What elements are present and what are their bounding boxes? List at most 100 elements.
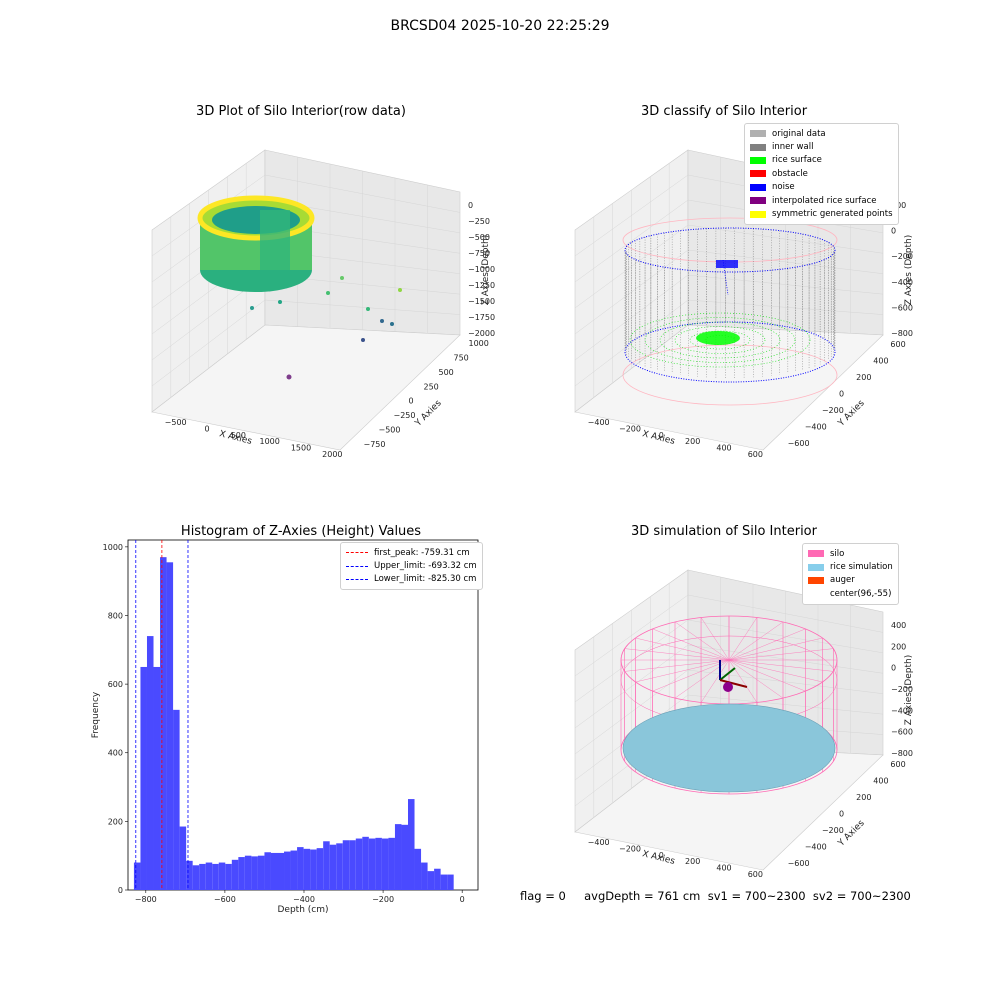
x-tick-label: −200: [372, 895, 394, 904]
x-tick-label: −800: [135, 895, 157, 904]
z-tick-label: −400: [891, 278, 913, 287]
z-tick-label: 0: [891, 664, 896, 673]
legend-label: rice simulation: [830, 562, 893, 573]
y-tick-label: 600: [108, 680, 123, 689]
legend-item: symmetric generated points: [750, 207, 893, 220]
histogram-bar: [362, 836, 369, 890]
x-tick-label: −200: [619, 845, 641, 854]
z-tick-label: 0: [468, 201, 473, 210]
classify-3d-plot: −400−20002004006006004002000−200−400−600…: [574, 149, 914, 459]
y-tick-label: 500: [439, 368, 454, 377]
z-tick-label: −200: [891, 685, 913, 694]
legend-swatch: [750, 183, 766, 191]
histogram-bar: [212, 863, 219, 890]
histogram-bar: [238, 857, 245, 890]
z-axis-label: Z Axies (Depth): [904, 235, 914, 306]
legend-label: center(96,-55): [830, 588, 892, 599]
z-axis-label: Z Axies (Depth): [904, 655, 914, 726]
histogram-bar: [244, 855, 252, 890]
histogram-bar: [290, 850, 298, 890]
legend-line: [346, 578, 368, 580]
legend-swatch: [808, 590, 824, 597]
legend-line: [346, 552, 368, 554]
histogram-bar: [186, 860, 193, 890]
z-tick-label: −250: [468, 217, 490, 226]
histogram-bar: [375, 837, 382, 890]
y-tick-label: −400: [805, 842, 827, 851]
simulation-legend: silo rice simulation auger center(96,-55…: [802, 543, 899, 605]
legend-swatch: [750, 143, 766, 151]
x-tick-label: 600: [748, 870, 763, 879]
status-footer: flag = 0 avgDepth = 761 cm sv1 = 700~230…: [520, 889, 911, 903]
figure-title: BRCSD04 2025-10-20 22:25:29: [390, 18, 610, 34]
histogram-bar: [323, 841, 330, 890]
histogram-bar: [140, 666, 147, 890]
z-tick-label: −1750: [468, 313, 495, 322]
classify-legend: original data inner wall rice surface ob…: [744, 123, 899, 225]
histogram-bar: [310, 849, 317, 890]
x-tick-label: 200: [685, 857, 700, 866]
x-tick-label: −400: [588, 838, 610, 847]
legend-label: obstacle: [772, 168, 808, 179]
y-tick-label: 0: [409, 397, 414, 406]
histogram-bar: [336, 843, 343, 890]
classify-plot-title: 3D classify of Silo Interior: [640, 104, 808, 119]
z-tick-label: 0: [891, 227, 896, 236]
y-tick-label: 1000: [469, 339, 489, 348]
histogram-bar: [342, 840, 350, 890]
raw-plot-title: 3D Plot of Silo Interior(row data): [196, 104, 406, 119]
y-tick-label: 600: [890, 760, 905, 769]
legend-item: interpolated rice surface: [750, 194, 893, 207]
y-tick-label: 200: [108, 817, 123, 826]
histogram-bar: [388, 837, 395, 890]
legend-line: [346, 565, 368, 567]
x-tick-label: −200: [619, 425, 641, 434]
y-tick-label: −600: [788, 859, 810, 868]
histogram-bar: [251, 856, 258, 890]
y-tick-label: −750: [364, 440, 386, 449]
legend-swatch: [808, 563, 824, 571]
legend-swatch: [808, 550, 824, 558]
histogram-bar: [231, 859, 239, 890]
legend-item: Lower_limit: -825.30 cm: [346, 573, 477, 586]
histogram-bar: [329, 844, 337, 890]
y-tick-label: −200: [822, 406, 844, 415]
legend-item: rice surface: [750, 154, 893, 167]
histogram-bar: [205, 862, 213, 890]
x-tick-label: 1000: [259, 437, 279, 446]
histogram-bar: [146, 636, 154, 890]
y-tick-label: 400: [873, 777, 888, 786]
histogram-bar: [440, 874, 448, 890]
histogram-bar: [284, 851, 291, 890]
x-tick-label: −400: [293, 895, 315, 904]
y-tick-label: 0: [118, 886, 123, 895]
y-tick-label: 400: [108, 749, 123, 758]
legend-swatch: [750, 156, 766, 164]
y-tick-label: 200: [856, 373, 871, 382]
z-tick-label: −200: [891, 252, 913, 261]
y-tick-label: 600: [890, 340, 905, 349]
y-tick-label: −500: [379, 425, 401, 434]
histogram-bar: [218, 862, 226, 890]
y-tick-label: 750: [454, 354, 469, 363]
y-tick-label: 400: [873, 357, 888, 366]
z-tick-label: 200: [891, 201, 906, 210]
histogram-bar: [192, 865, 200, 890]
histogram-bar: [414, 848, 422, 890]
z-tick-label: 400: [891, 621, 906, 630]
z-tick-label: −600: [891, 728, 913, 737]
legend-item: inner wall: [750, 140, 893, 153]
legend-swatch: [750, 197, 766, 205]
x-tick-label: 200: [685, 437, 700, 446]
z-tick-label: −600: [891, 303, 913, 312]
histogram-bar: [421, 862, 428, 890]
z-tick-label: −2000: [468, 329, 495, 338]
z-tick-label: −500: [468, 233, 490, 242]
x-tick-label: −600: [214, 895, 236, 904]
legend-label: symmetric generated points: [772, 209, 893, 220]
y-tick-label: −600: [788, 439, 810, 448]
legend-swatch: [808, 576, 824, 584]
legend-item: center(96,-55): [808, 587, 893, 600]
y-tick-label: 0: [839, 810, 844, 819]
z-tick-label: −800: [891, 749, 913, 758]
